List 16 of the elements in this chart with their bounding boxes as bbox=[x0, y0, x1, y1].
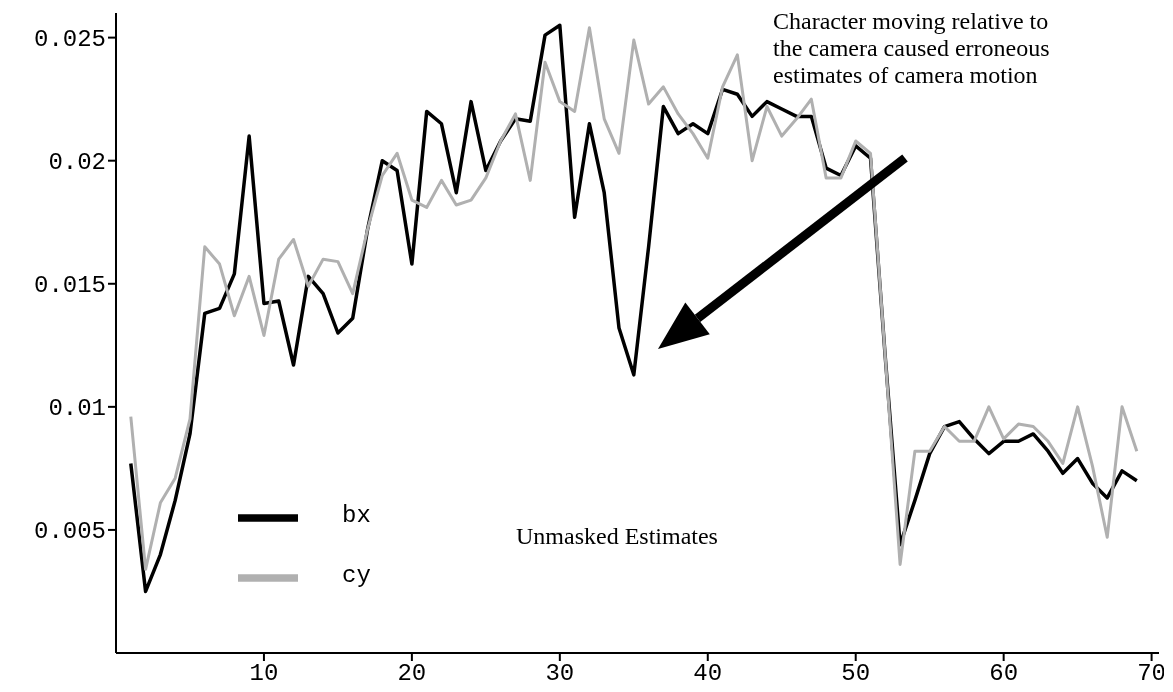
x-tick-label: 60 bbox=[989, 660, 1019, 688]
annotation: Unmasked Estimates bbox=[516, 523, 718, 550]
y-tick-label: 0.005 bbox=[33, 518, 106, 546]
x-tick-label: 40 bbox=[693, 660, 723, 688]
legend-label: cy bbox=[342, 561, 371, 589]
annotation: Character moving relative to the camera caused erroneous estimates of camera motion bbox=[773, 8, 1051, 89]
y-tick-label: 0.01 bbox=[48, 395, 106, 423]
x-tick-label: 10 bbox=[249, 660, 279, 688]
y-tick-label: 0.015 bbox=[33, 272, 106, 300]
x-tick-label: 20 bbox=[397, 660, 427, 688]
x-tick-label: 30 bbox=[545, 660, 575, 688]
y-tick-label: 0.025 bbox=[33, 26, 106, 54]
legend-label: bx bbox=[342, 501, 371, 529]
x-tick-label: 70 bbox=[1137, 660, 1167, 688]
y-tick-label: 0.02 bbox=[48, 149, 106, 177]
x-tick-label: 50 bbox=[841, 660, 871, 688]
